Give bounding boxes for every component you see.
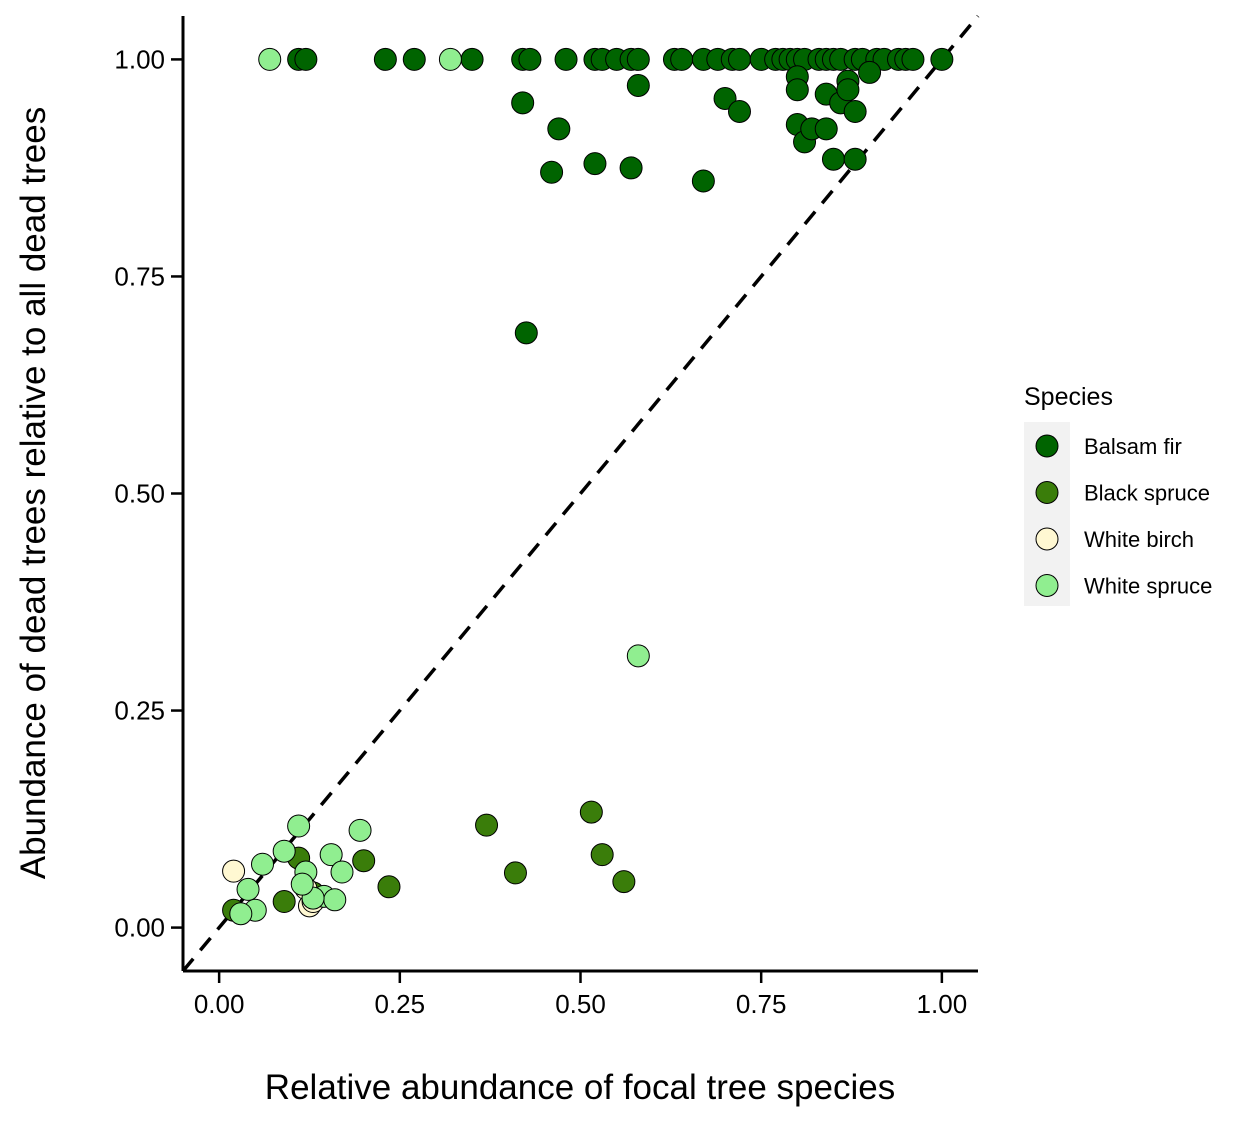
point-balsam-fir — [691, 169, 715, 193]
point-white-spruce — [272, 839, 296, 863]
point-balsam-fir — [514, 321, 538, 345]
point-white-spruce — [287, 814, 311, 838]
legend-title: Species — [1024, 383, 1113, 411]
point-balsam-fir — [713, 86, 737, 110]
plot-area: 0.00 0.25 0.50 0.75 1.00 0.00 0.25 0.50 0.75 1.0… — [114, 14, 980, 1019]
legend-label-white-birch: White birch — [1084, 527, 1194, 552]
point-black-spruce — [272, 890, 296, 914]
point-balsam-fir — [785, 78, 809, 102]
legend-label-black-spruce: Black spruce — [1084, 481, 1210, 506]
point-white-spruce — [290, 872, 314, 896]
y-tick-label: 0.50 — [114, 479, 165, 509]
point-white-spruce — [229, 902, 253, 926]
x-axis-title: Relative abundance of focal tree species — [265, 1068, 895, 1107]
y-tick-label: 0.25 — [114, 696, 165, 726]
point-balsam-fir — [547, 117, 571, 141]
point-black-spruce — [590, 843, 614, 867]
point-balsam-fir — [294, 47, 318, 71]
point-white-spruce — [319, 843, 343, 867]
y-axis-ticks: 0.00 0.25 0.50 0.75 1.00 — [114, 44, 183, 943]
legend-label-white-spruce: White spruce — [1084, 574, 1212, 599]
point-balsam-fir — [626, 73, 650, 97]
y-axis-title: Abundance of dead trees relative to all … — [14, 107, 53, 879]
x-tick-label: 0.25 — [375, 989, 426, 1019]
point-black-spruce — [475, 813, 499, 837]
legend-label-balsam-fir: Balsam fir — [1084, 434, 1182, 459]
point-balsam-fir — [821, 147, 845, 171]
point-black-spruce — [352, 849, 376, 873]
point-balsam-fir — [511, 91, 535, 115]
point-balsam-fir — [554, 47, 578, 71]
x-tick-label: 0.50 — [555, 989, 606, 1019]
point-balsam-fir — [583, 152, 607, 176]
point-black-spruce — [579, 800, 603, 824]
y-tick-label: 0.75 — [114, 261, 165, 291]
x-axis-ticks: 0.00 0.25 0.50 0.75 1.00 — [194, 971, 967, 1019]
y-tick-label: 1.00 — [114, 44, 165, 74]
y-tick-label: 0.00 — [114, 913, 165, 943]
x-tick-label: 1.00 — [917, 989, 968, 1019]
point-balsam-fir — [843, 100, 867, 123]
point-white-spruce — [258, 47, 282, 71]
point-white-spruce — [323, 888, 347, 912]
point-balsam-fir — [858, 60, 882, 84]
point-black-spruce — [612, 870, 636, 894]
identity-reference-line — [181, 14, 980, 973]
point-balsam-fir — [814, 117, 838, 141]
point-balsam-fir — [836, 78, 860, 102]
point-balsam-fir — [373, 47, 397, 71]
legend-key-black-spruce — [1035, 481, 1059, 504]
point-white-spruce — [626, 644, 650, 668]
legend-key-balsam-fir — [1035, 434, 1059, 458]
point-balsam-fir — [540, 160, 564, 184]
point-white-spruce — [236, 877, 260, 901]
legend: Species Balsam fir Black spruce White birc… — [1024, 383, 1212, 606]
point-balsam-fir — [518, 47, 542, 71]
point-balsam-fir — [619, 156, 643, 180]
point-balsam-fir — [460, 47, 484, 71]
point-white-birch — [222, 859, 246, 883]
legend-key-white-spruce — [1035, 574, 1059, 597]
point-white-spruce — [330, 860, 354, 884]
point-balsam-fir — [930, 47, 954, 71]
point-white-spruce — [438, 47, 462, 71]
point-balsam-fir — [728, 47, 751, 71]
points-layer — [222, 47, 954, 926]
point-balsam-fir — [402, 47, 426, 71]
x-tick-label: 0.00 — [194, 989, 245, 1019]
point-balsam-fir — [626, 47, 650, 71]
legend-key-white-birch — [1035, 527, 1059, 551]
x-tick-label: 0.75 — [736, 989, 787, 1019]
point-balsam-fir — [901, 47, 925, 71]
point-black-spruce — [377, 875, 401, 899]
point-black-spruce — [503, 861, 527, 885]
point-white-spruce — [348, 818, 372, 842]
point-white-spruce — [251, 852, 274, 876]
point-balsam-fir — [670, 47, 694, 71]
point-balsam-fir — [728, 100, 751, 123]
point-balsam-fir — [843, 147, 867, 171]
legend-items: Balsam fir Black spruce White birch White s… — [1035, 434, 1212, 599]
